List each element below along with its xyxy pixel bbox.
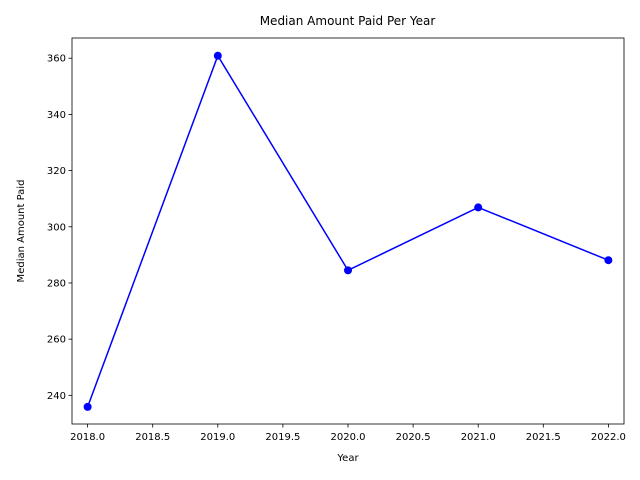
series-line <box>86 53 609 408</box>
data-point <box>213 51 222 60</box>
x-tick-label: 2020.5 <box>396 432 431 443</box>
y-tick-label: 320 <box>47 166 66 177</box>
x-axis-label: Year <box>336 453 359 464</box>
x-tick-label: 2021.5 <box>526 432 561 443</box>
y-tick-label: 300 <box>47 222 66 233</box>
y-tick-label: 260 <box>47 335 66 346</box>
data-point <box>344 266 352 275</box>
x-tick-label: 2021.0 <box>461 432 496 443</box>
data-point <box>474 203 483 212</box>
x-tick-label: 2019.5 <box>265 432 300 443</box>
chart-title: Median Amount Paid Per Year <box>260 14 436 28</box>
x-tick-label: 2022.0 <box>591 432 626 443</box>
y-tick-label: 340 <box>47 110 66 121</box>
y-tick-label: 360 <box>47 54 66 65</box>
plot-frame <box>71 37 625 425</box>
data-point <box>604 256 613 265</box>
x-tick-label: 2018.0 <box>70 432 105 443</box>
y-tick-label: 280 <box>47 278 66 289</box>
data-point <box>83 402 92 411</box>
x-tick-label: 2019.0 <box>200 432 235 443</box>
x-tick-label: 2020.0 <box>331 432 366 443</box>
series-layer <box>83 51 613 411</box>
axis-ticks: 2018.0 2018.5 2019.0 2019.5 2020.0 2020.5 2021… <box>47 54 626 443</box>
y-axis-label: Median Amount Paid <box>16 180 27 283</box>
y-tick-label: 240 <box>47 391 66 402</box>
x-tick-label: 2018.5 <box>135 432 170 443</box>
